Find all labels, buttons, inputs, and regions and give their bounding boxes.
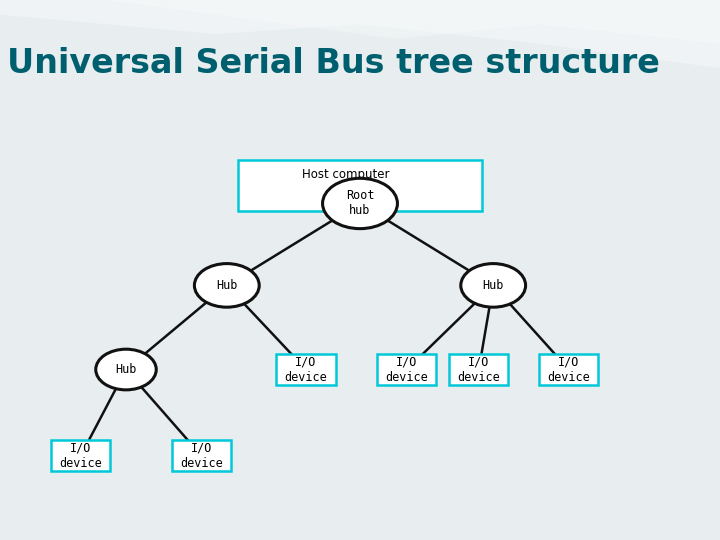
Text: Hub: Hub	[216, 279, 238, 292]
Bar	[449, 354, 508, 385]
Text: Hub: Hub	[482, 279, 504, 292]
Text: I/O
device: I/O device	[180, 442, 223, 470]
Text: I/O
device: I/O device	[284, 355, 328, 383]
Text: Root
hub: Root hub	[346, 190, 374, 218]
Text: I/O
device: I/O device	[59, 442, 102, 470]
Polygon shape	[0, 0, 720, 68]
Text: I/O
device: I/O device	[385, 355, 428, 383]
Polygon shape	[108, 0, 720, 44]
Ellipse shape	[194, 264, 259, 307]
Bar	[377, 354, 436, 385]
Ellipse shape	[323, 178, 397, 228]
Text: I/O
device: I/O device	[547, 355, 590, 383]
Text: Hub: Hub	[115, 363, 137, 376]
Bar	[51, 441, 110, 471]
Bar	[539, 354, 598, 385]
Bar	[238, 160, 482, 211]
Text: Universal Serial Bus tree structure: Universal Serial Bus tree structure	[7, 46, 660, 80]
Ellipse shape	[461, 264, 526, 307]
Bar	[172, 441, 231, 471]
Text: I/O
device: I/O device	[457, 355, 500, 383]
Bar	[276, 354, 336, 385]
Text: Host computer: Host computer	[302, 168, 390, 181]
Ellipse shape	[96, 349, 156, 390]
